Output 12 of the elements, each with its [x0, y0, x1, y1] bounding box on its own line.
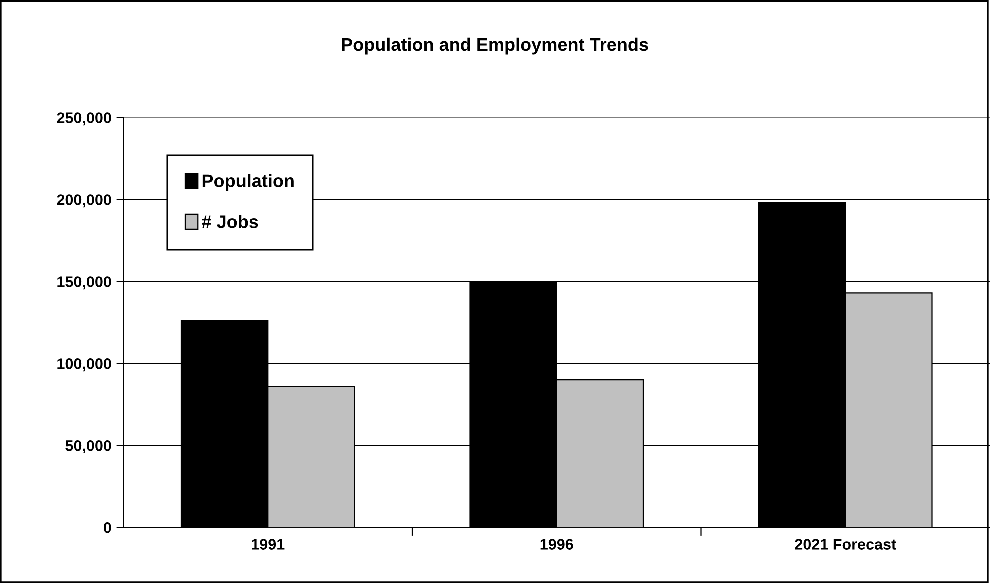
- y-tick-label: 200,000: [57, 194, 112, 208]
- y-tick-label: 250,000: [57, 112, 112, 126]
- legend-label: Population: [202, 174, 294, 192]
- x-tick-label: 1991: [252, 539, 285, 550]
- y-tick-label: 50,000: [66, 440, 112, 454]
- x-tick-label: 2021 Forecast: [795, 539, 896, 550]
- chart-title: Population and Employment Trends: [342, 38, 648, 55]
- y-tick-label: 100,000: [58, 358, 112, 372]
- x-tick-label: 1996: [540, 539, 574, 550]
- y-tick-label: 0: [104, 522, 112, 534]
- y-tick-label: 150,000: [58, 276, 112, 290]
- legend-label: # Jobs: [202, 215, 258, 228]
